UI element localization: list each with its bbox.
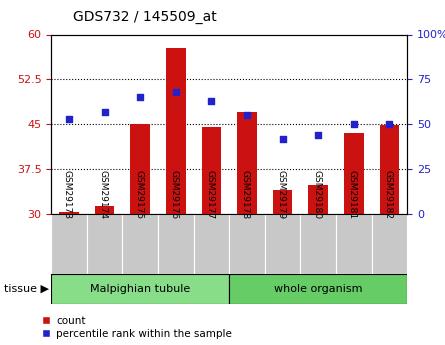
Bar	[59, 212, 79, 214]
Bar	[130, 124, 150, 214]
Bar	[194, 214, 229, 276]
Point	[208, 98, 215, 104]
Point	[315, 132, 322, 138]
Text: whole organism: whole organism	[274, 284, 362, 294]
Point	[172, 89, 179, 95]
Point	[386, 121, 393, 127]
Bar	[51, 214, 87, 276]
Text: Malpighian tubule: Malpighian tubule	[90, 284, 190, 294]
Point	[101, 109, 108, 115]
Bar	[95, 206, 114, 214]
Point	[65, 116, 73, 121]
Bar	[380, 125, 399, 214]
Text: GSM29174: GSM29174	[98, 170, 107, 219]
Text: GSM29178: GSM29178	[241, 170, 250, 219]
Bar	[265, 214, 300, 276]
Bar	[229, 214, 265, 276]
Text: GSM29176: GSM29176	[170, 170, 178, 219]
Point	[279, 136, 286, 141]
Bar	[372, 214, 407, 276]
Bar	[166, 48, 186, 214]
Text: GSM29182: GSM29182	[383, 170, 392, 219]
Bar	[158, 214, 194, 276]
Point	[243, 112, 251, 118]
Bar	[122, 214, 158, 276]
Bar	[229, 274, 407, 304]
Bar	[336, 214, 372, 276]
Bar	[51, 274, 229, 304]
Text: GSM29175: GSM29175	[134, 170, 143, 219]
Bar	[87, 214, 122, 276]
Bar	[300, 214, 336, 276]
Text: GSM29177: GSM29177	[205, 170, 214, 219]
Bar	[308, 185, 328, 214]
Text: tissue ▶: tissue ▶	[4, 284, 49, 294]
Text: GSM29179: GSM29179	[276, 170, 285, 219]
Bar	[344, 133, 364, 214]
Bar	[202, 127, 221, 214]
Bar	[237, 112, 257, 214]
Point	[137, 95, 144, 100]
Point	[350, 121, 357, 127]
Bar	[273, 190, 292, 214]
Text: GSM29180: GSM29180	[312, 170, 321, 219]
Text: GSM29173: GSM29173	[63, 170, 72, 219]
Text: GSM29181: GSM29181	[348, 170, 356, 219]
Legend: count, percentile rank within the sample: count, percentile rank within the sample	[41, 316, 232, 339]
Text: GDS732 / 145509_at: GDS732 / 145509_at	[73, 10, 217, 24]
